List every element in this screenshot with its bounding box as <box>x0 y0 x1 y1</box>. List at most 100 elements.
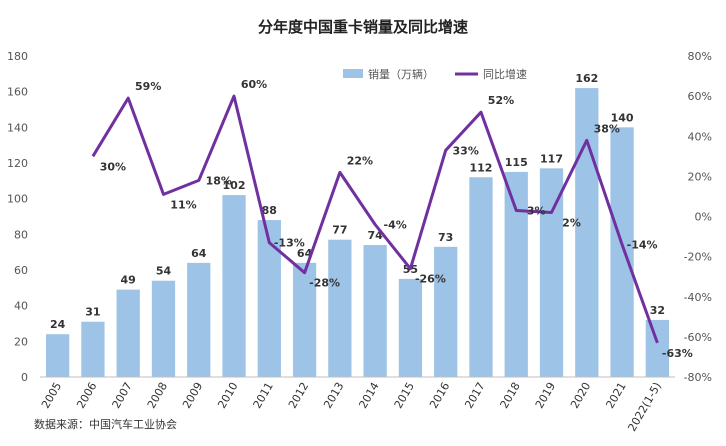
line-data-label: 2% <box>562 216 581 229</box>
x-tick-label: 2010 <box>215 380 240 411</box>
line-data-label: 59% <box>135 80 161 93</box>
bar <box>116 289 140 377</box>
bar-data-label: 31 <box>85 306 100 319</box>
bar-data-label: 64 <box>191 247 207 260</box>
line-series <box>91 94 659 344</box>
x-tick-label: 2013 <box>321 380 346 411</box>
bar <box>151 280 176 377</box>
left-tick-label: 40 <box>14 300 28 313</box>
line-data-label: 22% <box>347 154 373 167</box>
x-tick-label: 2020 <box>568 380 593 411</box>
left-tick-label: 60 <box>14 264 28 277</box>
line-data-label: -13% <box>274 237 305 250</box>
x-tick-label: 2021 <box>603 380 628 411</box>
line-data-label: 3% <box>527 204 546 217</box>
bar <box>257 220 281 377</box>
bar-data-label: 117 <box>540 152 563 165</box>
bar <box>398 278 423 377</box>
legend-line-label: 同比增速 <box>483 67 527 81</box>
line-data-label: -4% <box>384 219 407 232</box>
bar-data-label: 162 <box>575 72 598 85</box>
x-tick-label: 2012 <box>286 380 311 411</box>
line-data-label: -28% <box>309 277 340 290</box>
legend: 销量（万辆） 同比增速 <box>343 67 527 81</box>
line-data-label: 38% <box>594 122 620 135</box>
right-tick-label: -20% <box>684 251 712 264</box>
x-tick-label: 2017 <box>462 380 487 411</box>
right-tick-label: 0% <box>695 211 712 224</box>
bar-series <box>45 88 670 377</box>
left-tick-label: 180 <box>7 50 28 63</box>
line-data-label: 60% <box>241 78 267 91</box>
bar-data-label: 140 <box>611 111 634 124</box>
x-tick-label: 2007 <box>110 380 135 411</box>
bar-data-label: 102 <box>223 179 246 192</box>
bar <box>328 239 352 377</box>
left-tick-label: 160 <box>7 86 28 99</box>
bar-data-label: 112 <box>469 161 492 174</box>
bar <box>81 321 105 377</box>
bar-data-label: 49 <box>121 274 136 287</box>
right-tick-label: 40% <box>688 130 712 143</box>
bar <box>469 177 493 377</box>
right-tick-label: 60% <box>688 90 712 103</box>
bar-data-label: 73 <box>438 231 453 244</box>
x-tick-label: 2019 <box>533 380 558 411</box>
bar <box>187 262 211 377</box>
bar <box>363 245 387 377</box>
bar <box>222 195 246 377</box>
bar-data-label: 88 <box>262 204 277 217</box>
bar <box>610 127 634 377</box>
line-data-label: -26% <box>415 273 446 286</box>
bar-data-label: 32 <box>650 304 665 317</box>
legend-bar-label: 销量（万辆） <box>368 67 434 81</box>
bar-data-label: 64 <box>297 247 313 260</box>
right-tick-label: 20% <box>688 170 712 183</box>
bar <box>645 319 670 377</box>
right-tick-label: -40% <box>684 291 712 304</box>
bar-data-label: 115 <box>505 156 528 169</box>
x-tick-label: 2005 <box>39 380 64 411</box>
line-data-label: 18% <box>206 174 232 187</box>
left-tick-label: 140 <box>7 121 28 134</box>
left-tick-label: 100 <box>7 193 28 206</box>
left-tick-label: 80 <box>14 228 28 241</box>
chart-title: 分年度中国重卡销量及同比增速 <box>258 18 468 36</box>
left-tick-label: 0 <box>21 371 28 384</box>
line-labels: 30% 59% 11% 18% 60% -13% -28% 22% -4% -26% 33% 52% 3… <box>100 78 693 360</box>
bar <box>434 246 458 377</box>
x-tick-label: 2011 <box>251 380 276 411</box>
x-tick-label: 2018 <box>498 380 523 411</box>
right-tick-label: 80% <box>688 50 712 63</box>
line-data-label: 11% <box>170 198 196 211</box>
bar <box>292 262 317 377</box>
left-tick-label: 20 <box>14 335 28 348</box>
growth-line <box>91 94 659 344</box>
line-data-label: 52% <box>488 94 514 107</box>
bar <box>45 334 70 377</box>
line-data-label: -63% <box>662 347 693 360</box>
bar-data-label: 74 <box>367 229 383 242</box>
right-axis: -80% -60% -40% -20% 0% 20% 40% 60% 80% <box>684 50 712 384</box>
right-tick-label: -60% <box>684 331 712 344</box>
bar-data-label: 54 <box>156 265 172 278</box>
left-axis: 0 20 40 60 80 100 120 140 160 180 <box>7 50 28 384</box>
x-tick-label: 2016 <box>427 380 452 411</box>
x-tick-label: 2014 <box>356 380 381 411</box>
x-tick-label: 2022(1-5) <box>625 380 664 434</box>
legend-bar-swatch <box>343 69 363 78</box>
left-tick-label: 120 <box>7 157 28 170</box>
bar <box>504 171 528 377</box>
source-note: 数据来源：中国汽车工业协会 <box>34 417 177 431</box>
line-data-label: 30% <box>100 160 126 173</box>
bar-data-label: 24 <box>50 318 66 331</box>
x-tick-label: 2008 <box>145 380 170 411</box>
line-data-label: 33% <box>453 144 479 157</box>
x-tick-label: 2015 <box>392 380 417 411</box>
x-tick-label: 2006 <box>74 380 99 411</box>
right-tick-label: -80% <box>684 371 712 384</box>
x-tick-label: 2009 <box>180 380 205 411</box>
bar-data-label: 77 <box>332 224 347 237</box>
